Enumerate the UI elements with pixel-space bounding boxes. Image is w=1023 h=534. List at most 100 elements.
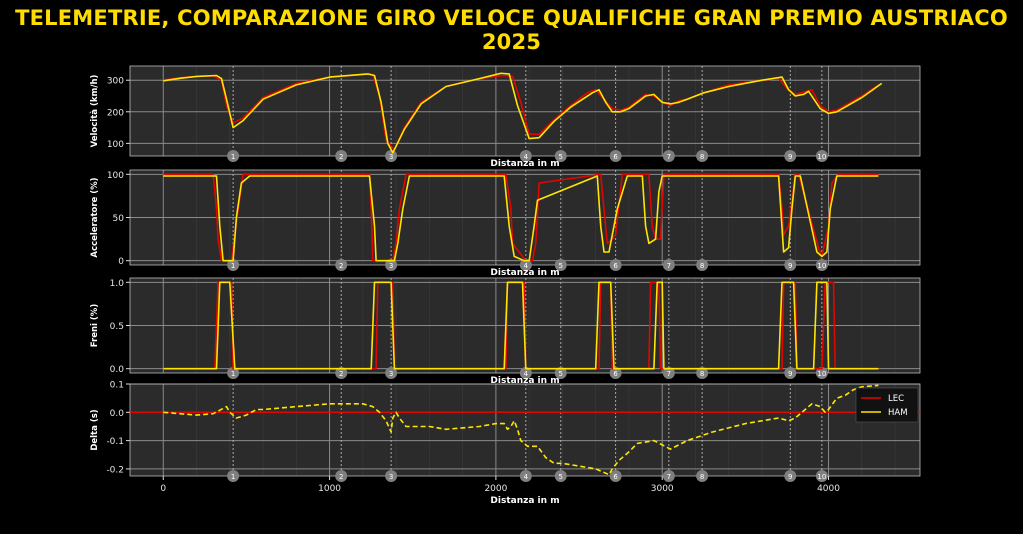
corner-label: 10: [817, 473, 826, 481]
corner-marker: [227, 470, 240, 482]
corner-label: 3: [389, 473, 393, 481]
panel-0-background: [130, 66, 920, 156]
corner-label: 6: [613, 370, 618, 378]
y-tick-label: 100: [107, 171, 124, 181]
corner-marker: [554, 367, 567, 379]
y-axis-label: Delta (s): [90, 409, 100, 450]
series-ham-line: [163, 175, 879, 262]
corner-label: 4: [524, 473, 529, 481]
corner-marker: [227, 259, 240, 271]
x-tick-label: 1000: [318, 484, 341, 494]
corner-marker: [815, 470, 828, 482]
corner-marker: [554, 470, 567, 482]
y-tick-label: -0.2: [106, 465, 124, 475]
y-tick-label: 0.5: [110, 322, 124, 332]
corner-label: 1: [231, 370, 235, 378]
y-tick-label: 50: [113, 214, 125, 224]
y-axis-label: Freni (%): [90, 304, 100, 348]
corner-marker: [696, 470, 709, 482]
corner-label: 8: [700, 473, 704, 481]
corner-label: 1: [231, 262, 235, 270]
corner-marker: [609, 470, 622, 482]
x-axis-label: Distanza in m: [490, 376, 559, 386]
corner-marker: [554, 259, 567, 271]
x-axis-label: Distanza in m: [490, 496, 559, 506]
corner-marker: [227, 367, 240, 379]
corner-label: 2: [339, 473, 343, 481]
corner-label: 4: [524, 370, 529, 378]
x-tick-label: 3000: [651, 484, 674, 494]
corner-label: 7: [667, 262, 671, 270]
legend-box: [855, 387, 919, 423]
corner-label: 3: [389, 262, 393, 270]
x-tick-label: 0: [160, 484, 166, 494]
corner-marker: [385, 150, 398, 162]
y-tick-label: 100: [107, 140, 124, 150]
corner-label: 10: [817, 370, 826, 378]
corner-label: 1: [231, 473, 235, 481]
corner-label: 7: [667, 473, 671, 481]
corner-label: 9: [788, 370, 792, 378]
corner-marker: [609, 150, 622, 162]
corner-label: 5: [559, 473, 563, 481]
x-axis-label: Distanza in m: [490, 159, 559, 169]
y-axis-label: Velocità (km/h): [90, 74, 100, 147]
corner-label: 8: [700, 370, 704, 378]
series-ham-line: [163, 72, 883, 154]
corner-marker: [227, 150, 240, 162]
legend-label: LEC: [888, 394, 904, 404]
corner-marker: [662, 470, 675, 482]
corner-marker: [662, 259, 675, 271]
corner-marker: [662, 150, 675, 162]
y-tick-label: 0.0: [110, 365, 125, 375]
corner-marker: [696, 150, 709, 162]
corner-label: 5: [559, 153, 563, 161]
corner-marker: [519, 470, 532, 482]
corner-label: 6: [613, 153, 618, 161]
series-lec-line: [163, 173, 879, 262]
corner-marker: [815, 259, 828, 271]
corner-marker: [385, 470, 398, 482]
y-tick-label: 0.0: [110, 409, 125, 419]
corner-marker: [696, 367, 709, 379]
corner-marker: [385, 259, 398, 271]
y-axis-label: Acceleratore (%): [90, 177, 100, 257]
corner-marker: [815, 150, 828, 162]
corner-label: 9: [788, 153, 792, 161]
corner-label: 6: [613, 473, 618, 481]
corner-marker: [554, 150, 567, 162]
corner-marker: [784, 259, 797, 271]
corner-label: 7: [667, 370, 671, 378]
legend-label: HAM: [888, 408, 908, 418]
y-tick-label: 300: [107, 77, 124, 87]
corner-label: 4: [524, 262, 529, 270]
y-tick-label: 200: [107, 108, 124, 118]
series-ham-line: [163, 281, 879, 370]
corner-label: 2: [339, 262, 343, 270]
page-title: TELEMETRIE, COMPARAZIONE GIRO VELOCE QUA…: [15, 6, 1008, 54]
x-axis-label: Distanza in m: [490, 268, 559, 278]
corner-marker: [609, 367, 622, 379]
panel-3-background: [130, 384, 920, 476]
corner-label: 4: [524, 153, 529, 161]
corner-marker: [784, 470, 797, 482]
corner-label: 10: [817, 153, 826, 161]
corner-marker: [335, 259, 348, 271]
series-lec-line: [163, 73, 879, 151]
corner-marker: [335, 470, 348, 482]
corner-marker: [385, 367, 398, 379]
x-tick-label: 4000: [817, 484, 840, 494]
series-ham-line: [163, 384, 879, 476]
corner-label: 3: [389, 370, 393, 378]
corner-label: 6: [613, 262, 618, 270]
corner-marker: [662, 367, 675, 379]
corner-marker: [815, 367, 828, 379]
corner-label: 10: [817, 262, 826, 270]
corner-label: 5: [559, 370, 563, 378]
corner-marker: [335, 367, 348, 379]
corner-label: 5: [559, 262, 563, 270]
corner-marker: [784, 150, 797, 162]
y-tick-label: 1.0: [110, 279, 125, 289]
y-tick-label: 0.1: [110, 381, 124, 391]
